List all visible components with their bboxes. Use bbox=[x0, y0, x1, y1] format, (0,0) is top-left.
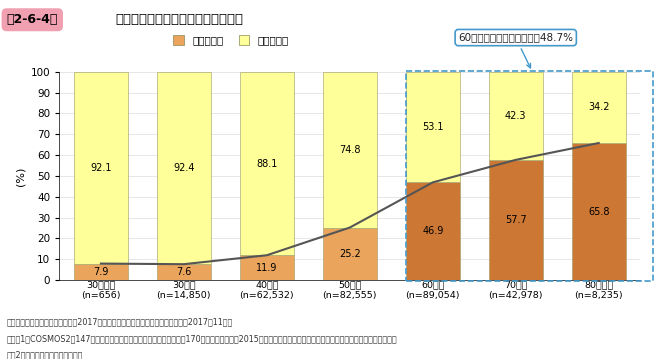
Text: 92.1: 92.1 bbox=[90, 163, 112, 173]
Bar bbox=[74, 72, 128, 264]
Bar bbox=[323, 228, 377, 280]
Bar bbox=[572, 143, 626, 280]
Text: 60歳代
(n=89,054): 60歳代 (n=89,054) bbox=[405, 280, 460, 300]
Text: 社長年齢別に見た、後継者決定状況: 社長年齢別に見た、後継者決定状況 bbox=[115, 13, 244, 26]
Text: 7.9: 7.9 bbox=[93, 267, 109, 277]
Text: 70歳代
(n=42,978): 70歳代 (n=42,978) bbox=[488, 280, 543, 300]
Bar bbox=[157, 72, 211, 264]
Y-axis label: (%): (%) bbox=[15, 166, 25, 186]
Bar bbox=[323, 72, 377, 228]
Text: 7.6: 7.6 bbox=[176, 267, 191, 277]
Text: 57.7: 57.7 bbox=[505, 215, 527, 225]
Text: 53.1: 53.1 bbox=[422, 122, 444, 132]
Text: 88.1: 88.1 bbox=[256, 159, 277, 168]
Text: 50歳代
(n=82,555): 50歳代 (n=82,555) bbox=[323, 280, 377, 300]
Bar bbox=[406, 182, 460, 280]
Text: 60歳以上の後継者不在率：48.7%: 60歳以上の後継者不在率：48.7% bbox=[458, 33, 574, 68]
Text: 11.9: 11.9 bbox=[256, 263, 277, 272]
Legend: 後継者あり, 後継者不在: 後継者あり, 後継者不在 bbox=[169, 31, 293, 50]
Text: 2．対象には、大企業も含む。: 2．対象には、大企業も含む。 bbox=[7, 350, 83, 359]
Text: 80歳以上
(n=8,235): 80歳以上 (n=8,235) bbox=[574, 280, 623, 300]
Text: 65.8: 65.8 bbox=[588, 206, 609, 216]
Bar bbox=[240, 255, 294, 280]
Text: 74.8: 74.8 bbox=[339, 145, 360, 155]
Bar bbox=[406, 72, 460, 182]
Text: 92.4: 92.4 bbox=[173, 163, 195, 173]
Text: 34.2: 34.2 bbox=[588, 102, 609, 112]
Text: 第2-6-4図: 第2-6-4図 bbox=[7, 13, 58, 26]
Text: 25.2: 25.2 bbox=[339, 249, 360, 259]
Bar bbox=[572, 72, 626, 143]
Text: 30歳代
(n=14,850): 30歳代 (n=14,850) bbox=[156, 280, 211, 300]
Text: 30歳未満
(n=656): 30歳未満 (n=656) bbox=[81, 280, 121, 300]
Text: 42.3: 42.3 bbox=[505, 111, 527, 121]
Text: （注）1．COSMOS2（147万社収録）および信用調査報告書ファイル（170万社収録）から、2015年以降の後継者の実態を分析可能な企業を分析対象にしている。: （注）1．COSMOS2（147万社収録）および信用調査報告書ファイル（170万… bbox=[7, 335, 397, 344]
Bar bbox=[157, 264, 211, 280]
Bar bbox=[489, 72, 543, 160]
Text: 46.9: 46.9 bbox=[422, 226, 444, 236]
Text: 資料：（株）帝国データバンク「2017年後継者問題に関する企業の実態調査」（2017年11月）: 資料：（株）帝国データバンク「2017年後継者問題に関する企業の実態調査」（20… bbox=[7, 318, 233, 327]
Bar bbox=[74, 264, 128, 280]
Text: 40歳代
(n=62,532): 40歳代 (n=62,532) bbox=[240, 280, 294, 300]
Bar bbox=[406, 71, 653, 281]
Bar bbox=[240, 72, 294, 255]
Bar bbox=[489, 160, 543, 280]
